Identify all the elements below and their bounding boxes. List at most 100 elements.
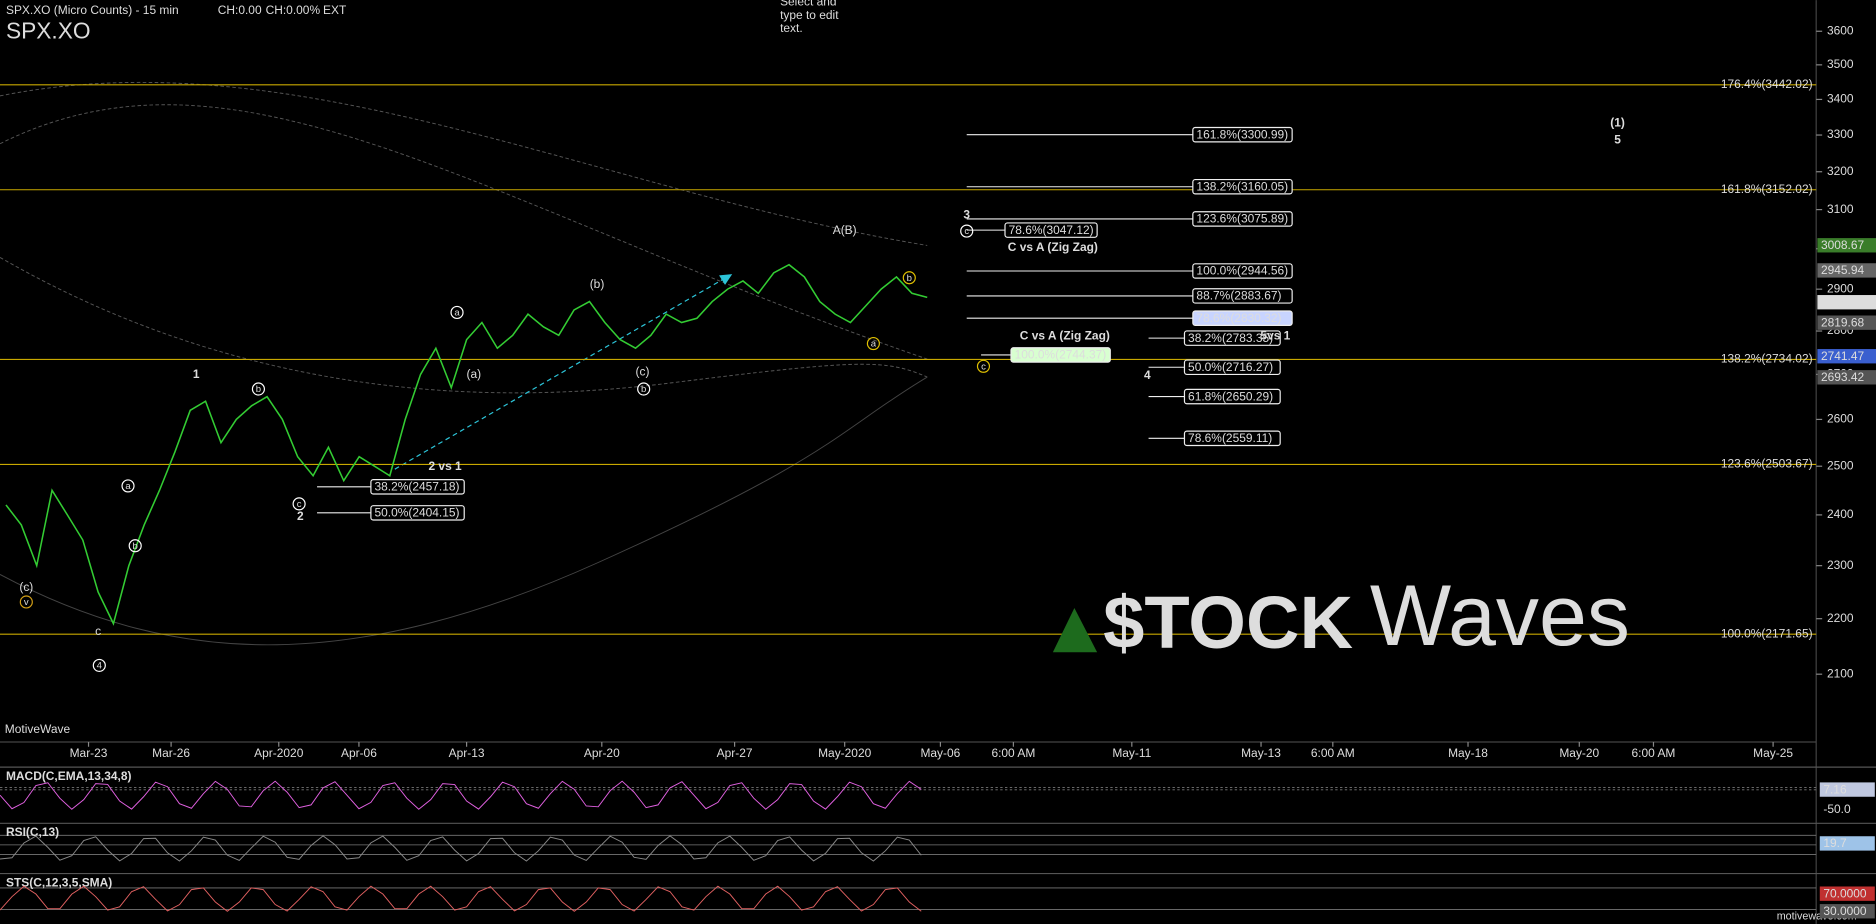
wave-circle-label: b: [907, 273, 912, 284]
y-tick-label: 2300: [1827, 558, 1854, 572]
fib-line-label: 100.0%(2171.65): [1721, 626, 1813, 640]
y-tick-label: 3200: [1827, 164, 1854, 178]
y-tick-label: 3500: [1827, 57, 1854, 71]
fib-level-label: 123.6%(3075.89): [1196, 212, 1288, 226]
fib-box: [1192, 178, 1293, 195]
wave-label: A(B): [833, 223, 857, 237]
price-marker: [1817, 315, 1876, 330]
x-tick-label: May-06: [920, 746, 960, 760]
status: CH:0.00%: [266, 3, 321, 17]
x-tick-label: May-2020: [818, 746, 872, 760]
x-tick-label: 6:00 AM: [1311, 746, 1355, 760]
fib-level-label: 61.8%(2650.29): [1188, 389, 1273, 403]
wave-label: C vs A (Zig Zag): [1008, 240, 1098, 254]
x-tick-label: Apr-20: [584, 746, 620, 760]
panel-box-label: -50.0: [1823, 802, 1851, 816]
wave-label: 5: [1614, 132, 1621, 146]
arrow-head: [719, 274, 733, 285]
price-marker-label: 2945.94: [1821, 263, 1865, 277]
fib-level-label: 100.0%(2744.37): [1015, 348, 1107, 362]
fib-box: [1183, 330, 1281, 346]
panel-label: STS(C,12,3,5,SMA): [6, 875, 112, 889]
fib-box: [1183, 430, 1281, 447]
wave-circle: [866, 336, 880, 351]
price-marker-label: 2819.68: [1821, 315, 1865, 329]
wave-circle-label: a: [454, 308, 460, 319]
y-tick-label: 2400: [1827, 507, 1854, 521]
y-tick-label: 3400: [1827, 92, 1854, 106]
watermark: Waves: [1370, 568, 1630, 664]
fib-level-label: 38.2%(2783.35): [1188, 331, 1273, 345]
price-marker-label: 2693.42: [1821, 370, 1865, 384]
panel-line: [0, 835, 922, 862]
wave-label: C vs A (Zig Zag): [1020, 329, 1110, 343]
wave-label: 4: [1144, 368, 1151, 382]
status: CH:0.00: [218, 3, 262, 17]
wave-circle: [19, 595, 33, 609]
status: EXT: [323, 3, 347, 17]
fib-box: [1192, 288, 1293, 304]
price-marker-label: 2741.47: [1821, 349, 1865, 363]
y-tick-label: 2100: [1827, 666, 1854, 680]
wave-circle-label: b: [256, 384, 261, 395]
wave-circle-label: a: [871, 339, 877, 350]
panel-box-label: 7.16: [1823, 782, 1847, 796]
panel-label: RSI(C,13): [6, 825, 59, 839]
x-tick-label: May-18: [1448, 746, 1488, 760]
x-tick-label: May-13: [1241, 746, 1281, 760]
panel-box: [1819, 802, 1875, 817]
wave-circle-label: b: [133, 541, 138, 552]
fib-level-label: 100.0%(2944.56): [1196, 264, 1288, 278]
panel-box: [1819, 782, 1875, 797]
fib-box: [370, 479, 465, 495]
price-marker-label: 2868.44: [1821, 295, 1865, 309]
fib-line-label: 123.6%(2503.67): [1721, 457, 1813, 471]
wave-label: 2 vs 1: [428, 459, 462, 473]
wave-circle-label: b: [641, 384, 646, 395]
fib-box: [1004, 222, 1098, 238]
wave-label: (c): [19, 580, 33, 594]
panel-label: MACD(C,EMA,13,34,8): [6, 769, 132, 783]
wave-label: 1: [193, 367, 200, 381]
x-tick-label: 6:00 AM: [991, 746, 1035, 760]
price-marker: [1817, 370, 1876, 385]
fib-level-label: 78.6%(2559.11): [1188, 431, 1272, 445]
wave-label: (a): [466, 367, 481, 381]
x-tick-label: Mar-26: [152, 746, 190, 760]
x-tick-label: Apr-06: [341, 746, 377, 760]
trend-arrow: [394, 274, 731, 470]
wave-circle: [637, 382, 651, 396]
fib-level-label: 161.8%(3300.99): [1196, 127, 1288, 141]
fib-box: [1192, 310, 1293, 326]
wave-circle: [902, 271, 916, 285]
wave-circle-label: c: [981, 361, 986, 372]
x-tick-label: May-20: [1559, 746, 1599, 760]
x-tick-label: May-25: [1753, 746, 1793, 760]
wave-circle-label: 4: [97, 661, 103, 672]
wave-circle: [976, 359, 991, 373]
watermark-logo: [1052, 607, 1098, 653]
wave-circle-label: a: [125, 481, 131, 492]
x-tick-label: Apr-27: [717, 746, 753, 760]
price-marker: [1817, 263, 1876, 278]
wave-label: (1): [1610, 116, 1625, 130]
wave-label: Select and: [780, 0, 837, 9]
wave-label: text.: [780, 21, 803, 35]
y-tick-label: 2900: [1827, 281, 1854, 295]
fib-level-label: 50.0%(2716.27): [1188, 360, 1273, 374]
wave-label: 3: [963, 208, 970, 222]
wave-label: c: [95, 624, 101, 638]
panel-line: [0, 780, 922, 810]
moving-averages: [0, 81, 928, 646]
wave-label: 5vs 1: [1260, 329, 1290, 343]
fib-line-label: 161.8%(3152.02): [1721, 182, 1813, 196]
symbol: SPX.XO: [6, 17, 91, 43]
panel-box-label: 30.0000: [1823, 904, 1867, 918]
chart-title: SPX.XO (Micro Counts) - 15 min: [6, 3, 179, 17]
wave-circle: [128, 539, 142, 553]
price-marker: [1817, 295, 1876, 310]
wave-circle: [960, 224, 974, 238]
fib-level-label: 78.6%(3047.12): [1009, 223, 1094, 237]
